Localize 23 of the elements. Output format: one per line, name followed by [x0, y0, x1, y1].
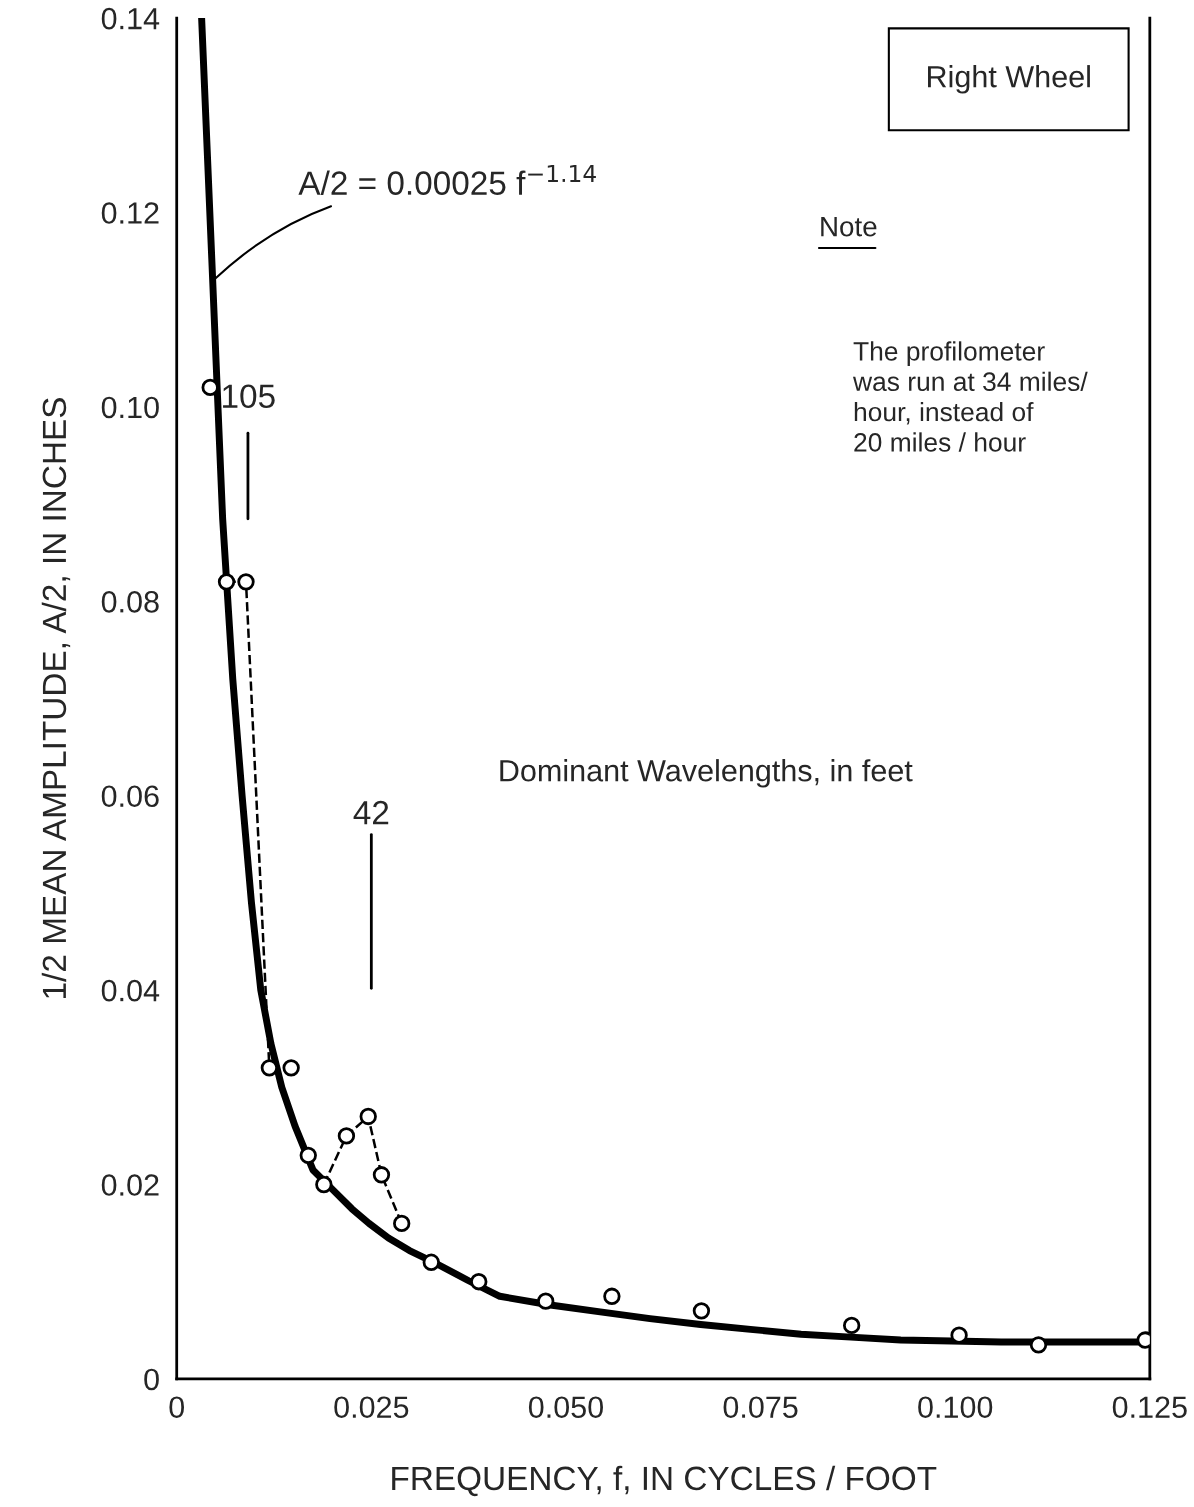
y-axis-title: 1/2 MEAN AMPLITUDE, A/2, IN INCHES	[41, 398, 71, 998]
y-tick-label: 0.12	[101, 202, 159, 224]
y-tick-label: 0.02	[101, 1174, 159, 1196]
annotation: The profilometer was run at 34 miles/ hour, instead of 20 miles / hour	[852, 341, 1088, 452]
annotation: 105	[223, 384, 275, 409]
annotation: 42	[353, 800, 389, 825]
x-tick-label: 0.075	[723, 1396, 798, 1419]
y-tick-label: 0	[144, 1368, 159, 1391]
annotation: Note	[821, 217, 877, 237]
annotation: A/2 = 0.00025 f$^{−1.14}$	[298, 164, 596, 195]
x-tick-label: 0.050	[528, 1396, 603, 1419]
x-axis-title: FREQUENCY, f, IN CYCLES / FOOT	[392, 1465, 937, 1497]
x-tick-label: 0.025	[334, 1396, 409, 1419]
annotation: Right Wheel	[928, 65, 1090, 94]
x-tick-label: 0	[169, 1396, 185, 1419]
x-tick-label: 0.125	[1112, 1396, 1187, 1419]
x-tick-label: 0.100	[918, 1396, 993, 1419]
y-tick-label: 0.14	[101, 7, 160, 30]
y-tick-label: 0.08	[101, 591, 159, 613]
y-tick-label: 0.04	[101, 979, 160, 1002]
annotation: Dominant Wavelengths, in feet	[500, 759, 913, 788]
y-tick-label: 0.06	[101, 785, 159, 808]
y-tick-label: 0.10	[101, 396, 159, 419]
